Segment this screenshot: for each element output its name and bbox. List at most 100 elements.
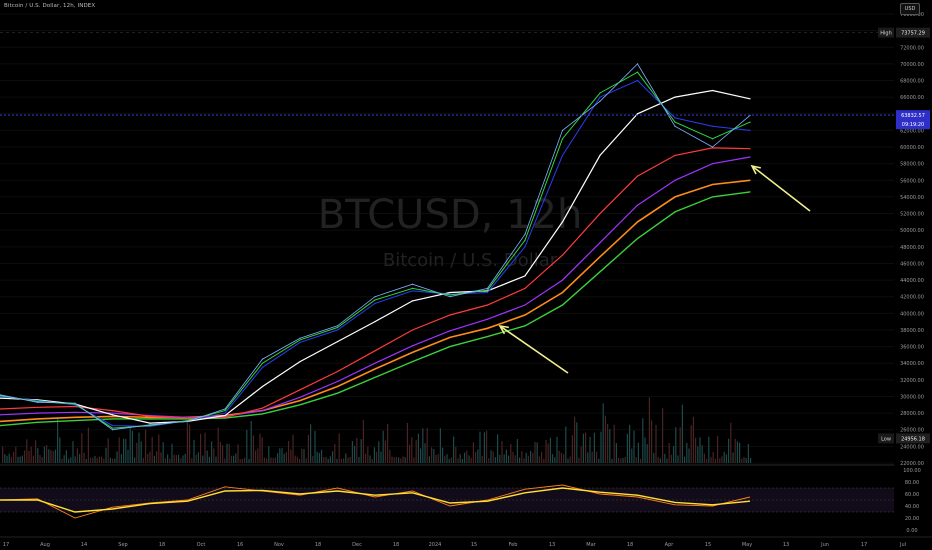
data-point-sma300 <box>561 304 564 306</box>
volume-bar <box>35 440 37 463</box>
data-point-ema21 <box>411 290 414 292</box>
price-tick-label: 60000.00 <box>900 145 924 151</box>
volume-bar <box>437 454 439 463</box>
data-point-price <box>224 408 226 410</box>
volume-bar <box>283 453 285 463</box>
volume-bar <box>747 444 749 463</box>
volume-bar <box>178 454 180 463</box>
data-point-sma150 <box>111 412 114 414</box>
data-point-ema21 <box>599 96 601 98</box>
volume-bar <box>486 430 488 463</box>
volume-bar <box>626 433 628 463</box>
volume-bar <box>684 456 686 463</box>
volume-bar <box>668 442 670 463</box>
volume-bar <box>741 458 743 463</box>
volume-bar <box>512 451 514 463</box>
volume-bar <box>206 450 208 463</box>
volume-bar <box>239 458 241 463</box>
volume-bar <box>250 421 252 463</box>
indicator-lines <box>0 32 894 431</box>
volume-bar <box>387 423 389 463</box>
volume-bar <box>329 456 331 463</box>
volume-bar <box>664 453 666 463</box>
data-point-sma100 <box>336 370 339 373</box>
data-point-ema8 <box>599 92 601 94</box>
volume-bar <box>745 457 747 463</box>
volume-bar <box>354 446 356 463</box>
data-point-sma300 <box>111 418 114 420</box>
price-tick-label: 24000.00 <box>900 444 924 450</box>
price-tick-label: 54000.00 <box>900 195 924 201</box>
volume-bar <box>413 457 415 463</box>
volume-bar <box>65 450 67 463</box>
volume-bar <box>323 457 325 463</box>
volume-bar <box>118 437 120 463</box>
volume-bar <box>648 397 650 463</box>
volume-bar <box>15 446 17 463</box>
watermark-name: Bitcoin / U.S. Dollar <box>383 250 558 271</box>
price-tick-label: 44000.00 <box>900 278 924 284</box>
volume-bar <box>310 424 312 463</box>
data-point-ema8 <box>36 400 39 403</box>
data-point-sma100 <box>749 148 751 150</box>
data-point-ema8 <box>336 326 339 329</box>
osc-tick-label: 20.00 <box>905 516 919 522</box>
volume-bar <box>593 432 595 463</box>
data-point-sma50 <box>636 113 639 115</box>
volume-bar <box>459 454 461 463</box>
volume-bar <box>424 443 426 463</box>
volume-bar <box>140 441 142 463</box>
volume-bar <box>444 455 446 463</box>
volume-bar <box>466 450 468 463</box>
volume-bar <box>340 458 342 463</box>
data-point-sma200 <box>36 418 39 420</box>
volume-bar <box>574 416 576 463</box>
volume-bar <box>642 418 644 463</box>
volume-bar <box>395 456 397 463</box>
volume-bar <box>173 454 175 463</box>
data-point-sma100 <box>411 329 414 331</box>
volume-bar <box>717 436 719 463</box>
volume-bar <box>457 458 459 463</box>
volume-bar <box>514 455 516 463</box>
volume-bar <box>114 458 116 463</box>
time-tick-label: Mar <box>586 542 596 548</box>
time-tick-label: 17 <box>861 542 867 548</box>
data-point-sma300 <box>0 424 1 427</box>
volume-bar <box>193 439 195 463</box>
data-point-price <box>74 402 76 404</box>
volume-bar <box>560 452 562 463</box>
data-point-ema8 <box>561 138 564 140</box>
volume-bar <box>481 455 483 463</box>
osc-line-rsi <box>0 484 751 519</box>
volume-bar <box>701 445 703 463</box>
volume-bar <box>431 447 433 463</box>
volume-bar <box>13 451 15 463</box>
time-tick-label: 18 <box>315 542 321 548</box>
volume-bar <box>406 422 408 463</box>
data-point-sma200 <box>561 291 564 294</box>
volume-bar <box>76 448 78 463</box>
volume-bar <box>400 458 402 463</box>
volume-bar <box>39 455 41 463</box>
volume-bar <box>376 451 378 463</box>
volume-bar <box>116 451 118 463</box>
volume-bar <box>365 453 367 463</box>
volume-bar <box>4 454 6 463</box>
price-tick-label: 28000.00 <box>900 411 924 417</box>
currency-button[interactable]: USD <box>900 3 920 15</box>
volume-bar <box>296 456 298 463</box>
data-point-sma100 <box>186 417 189 419</box>
volume-bar <box>712 452 714 463</box>
volume-bar <box>450 457 452 463</box>
time-tick-label: 14 <box>81 542 87 548</box>
volume-bar <box>534 441 536 463</box>
volume-bar <box>516 439 518 463</box>
volume-bar <box>743 456 745 463</box>
data-point-ema8 <box>111 427 114 429</box>
volume-bar <box>248 458 250 463</box>
data-point-ema8 <box>449 294 451 296</box>
volume-bar <box>294 455 296 463</box>
data-point-sma200 <box>449 336 451 339</box>
